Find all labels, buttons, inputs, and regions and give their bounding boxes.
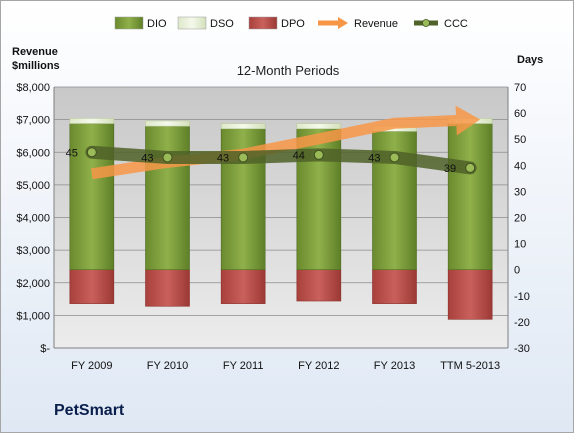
- y-right-tick-label: -10: [514, 291, 530, 303]
- y-left-tick-label: $7,000: [16, 115, 50, 127]
- bar-dpo: [296, 269, 342, 302]
- ccc-data-label: 43: [217, 152, 229, 164]
- ccc-data-label: 39: [444, 163, 456, 175]
- legend-swatch-dpo: [248, 16, 278, 30]
- axes: $- $1,000 $2,000 $3,000 $4,000 $5,000 $6,000 $7…: [16, 82, 530, 372]
- x-tick-label: FY 2009: [71, 360, 112, 372]
- legend-label: CCC: [444, 18, 468, 30]
- x-tick-label: TTM 5-2013: [440, 360, 500, 372]
- y-right-tick-label: 10: [514, 239, 526, 251]
- y-left-tick-label: $5,000: [16, 180, 50, 192]
- ccc-data-label: 45: [66, 147, 78, 159]
- legend-swatch-dio: [114, 16, 144, 30]
- bar-dpo: [145, 269, 190, 307]
- bar-dpo: [372, 269, 417, 304]
- y-left-label-line1: Revenue: [12, 46, 58, 58]
- ccc-data-label: 43: [141, 152, 153, 164]
- bar-dso: [220, 123, 266, 130]
- y-right-tick-label: 50: [514, 134, 526, 146]
- legend: DIO DSO DPO Revenue CCC: [114, 16, 468, 30]
- y-left-tick-label: $4,000: [16, 213, 50, 225]
- ccc-point: [238, 152, 249, 163]
- revenue-line: [91, 115, 457, 180]
- bar-dpo: [69, 269, 115, 304]
- revenue-arrowhead: [455, 105, 481, 136]
- bar-dio: [447, 123, 493, 271]
- y-right-tick-label: 70: [514, 82, 526, 94]
- legend-swatch-ccc-dot: [422, 19, 430, 27]
- y-left-tick-label: $2,000: [16, 278, 50, 290]
- y-right-tick-label: 30: [514, 186, 526, 198]
- legend-label: DIO: [147, 18, 167, 30]
- y-left-tick-label: $-: [40, 343, 50, 355]
- y-right-tick-label: 20: [514, 213, 526, 225]
- line-series: 45 43 43 44 43 39: [66, 105, 481, 180]
- bar-dso: [296, 123, 342, 130]
- ccc-point: [465, 162, 476, 173]
- y-right-tick-label: 60: [514, 108, 526, 120]
- x-tick-label: FY 2010: [147, 360, 188, 372]
- y-left-tick-label: $1,000: [16, 310, 50, 322]
- legend-swatch-dso: [177, 16, 207, 30]
- x-tick-label: FY 2013: [374, 360, 415, 372]
- bar-dso: [145, 120, 190, 127]
- y-right-label: Days: [517, 54, 543, 66]
- bar-dpo: [447, 269, 493, 320]
- chart-title: 12-Month Periods: [237, 63, 340, 78]
- legend-label: DSO: [210, 18, 234, 30]
- bar-dpo: [220, 269, 266, 304]
- y-right-tick-label: 40: [514, 160, 526, 172]
- y-right-tick-label: -20: [514, 317, 530, 329]
- y-left-tick-label: $8,000: [16, 82, 50, 94]
- y-left-tick-label: $3,000: [16, 245, 50, 257]
- y-left-label-line2: $millions: [12, 60, 60, 72]
- ccc-point: [86, 147, 97, 158]
- legend-swatch-revenue-head: [338, 17, 348, 29]
- legend-label: Revenue: [354, 18, 398, 30]
- ccc-point: [162, 152, 173, 163]
- ccc-data-label: 43: [368, 152, 380, 164]
- y-left-tick-label: $6,000: [16, 147, 50, 159]
- bar-dio: [69, 123, 115, 271]
- bar-dso: [69, 118, 115, 124]
- company-name: PetSmart: [54, 402, 125, 419]
- ccc-data-label: 44: [293, 150, 305, 162]
- legend-label: DPO: [281, 18, 305, 30]
- y-right-tick-label: 0: [514, 265, 520, 277]
- ccc-line: [85, 145, 477, 175]
- x-tick-label: FY 2011: [223, 360, 264, 372]
- bar-dio: [145, 125, 190, 271]
- ccc-point: [389, 152, 400, 163]
- ccc-point: [313, 149, 324, 160]
- y-right-tick-label: -30: [514, 343, 530, 355]
- x-tick-label: FY 2012: [298, 360, 339, 372]
